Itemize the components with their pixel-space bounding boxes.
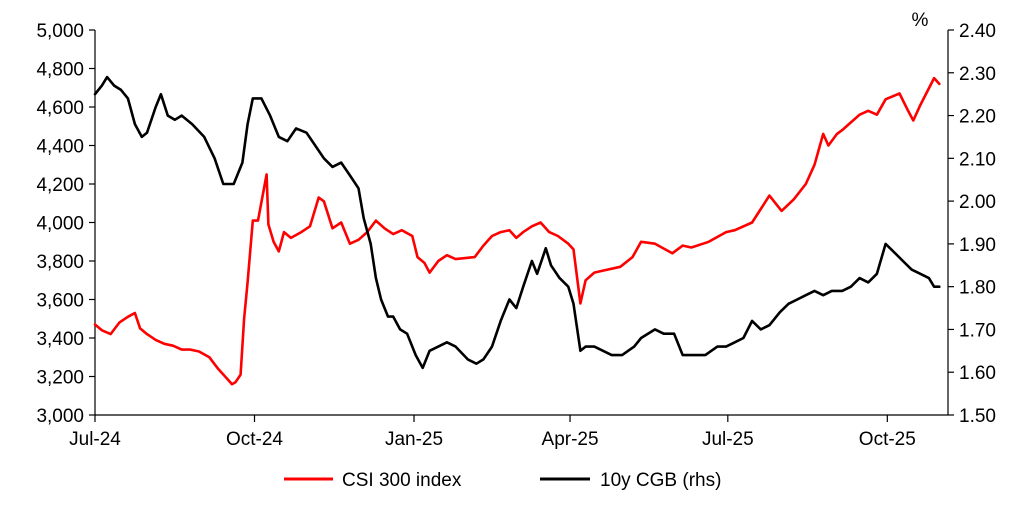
series-line-cgb <box>93 75 941 370</box>
legend-label-cgb: 10y CGB (rhs) <box>600 470 721 491</box>
right-axis-ticks: 1.50 1.60 1.70 1.80 1.90 2.00 2.10 2.20 2.30 2.40 <box>948 21 996 427</box>
right-tick-label: 2.40 <box>959 21 996 42</box>
right-tick-label: 2.00 <box>959 192 996 213</box>
left-axis-ticks: 3,000 3,200 3,400 3,600 3,800 4,000 4,200 4,400… <box>36 21 95 427</box>
x-tick-label: Jul-25 <box>702 429 754 450</box>
right-tick-label: 1.80 <box>959 278 996 299</box>
x-tick-label: Oct-24 <box>226 429 283 450</box>
right-tick-label: 2.10 <box>959 149 996 170</box>
left-tick-label: 4,000 <box>36 214 84 235</box>
left-tick-label: 3,800 <box>36 252 84 273</box>
legend: CSI 300 index 10y CGB (rhs) <box>284 470 721 491</box>
x-tick-label: Jul-24 <box>69 429 121 450</box>
series-lines <box>93 75 941 386</box>
left-tick-label: 3,400 <box>36 329 84 350</box>
right-tick-label: 1.60 <box>959 363 996 384</box>
x-tick-label: Apr-25 <box>542 429 599 450</box>
right-axis-unit-label: % <box>912 10 929 31</box>
left-tick-label: 5,000 <box>36 21 84 42</box>
x-tick-label: Jan-25 <box>385 429 443 450</box>
right-tick-label: 1.70 <box>959 320 996 341</box>
right-tick-label: 1.50 <box>959 406 996 427</box>
series-line-csi300 <box>93 76 941 386</box>
x-axis-ticks: Jul-24 Oct-24 Jan-25 Apr-25 Jul-25 Oct-25 <box>69 415 916 450</box>
right-tick-label: 2.20 <box>959 107 996 128</box>
right-tick-label: 1.90 <box>959 235 996 256</box>
right-tick-label: 2.30 <box>959 64 996 85</box>
legend-label-csi300: CSI 300 index <box>342 470 462 491</box>
plot-area: 3,000 3,200 3,400 3,600 3,800 4,000 4,200 4,400… <box>36 21 996 450</box>
left-tick-label: 4,200 <box>36 175 84 196</box>
left-tick-label: 3,600 <box>36 291 84 312</box>
left-tick-label: 4,800 <box>36 60 84 81</box>
left-tick-label: 4,600 <box>36 98 84 119</box>
x-tick-label: Oct-25 <box>859 429 916 450</box>
left-tick-label: 4,400 <box>36 137 84 158</box>
left-tick-label: 3,200 <box>36 368 84 389</box>
left-tick-label: 3,000 <box>36 406 84 427</box>
